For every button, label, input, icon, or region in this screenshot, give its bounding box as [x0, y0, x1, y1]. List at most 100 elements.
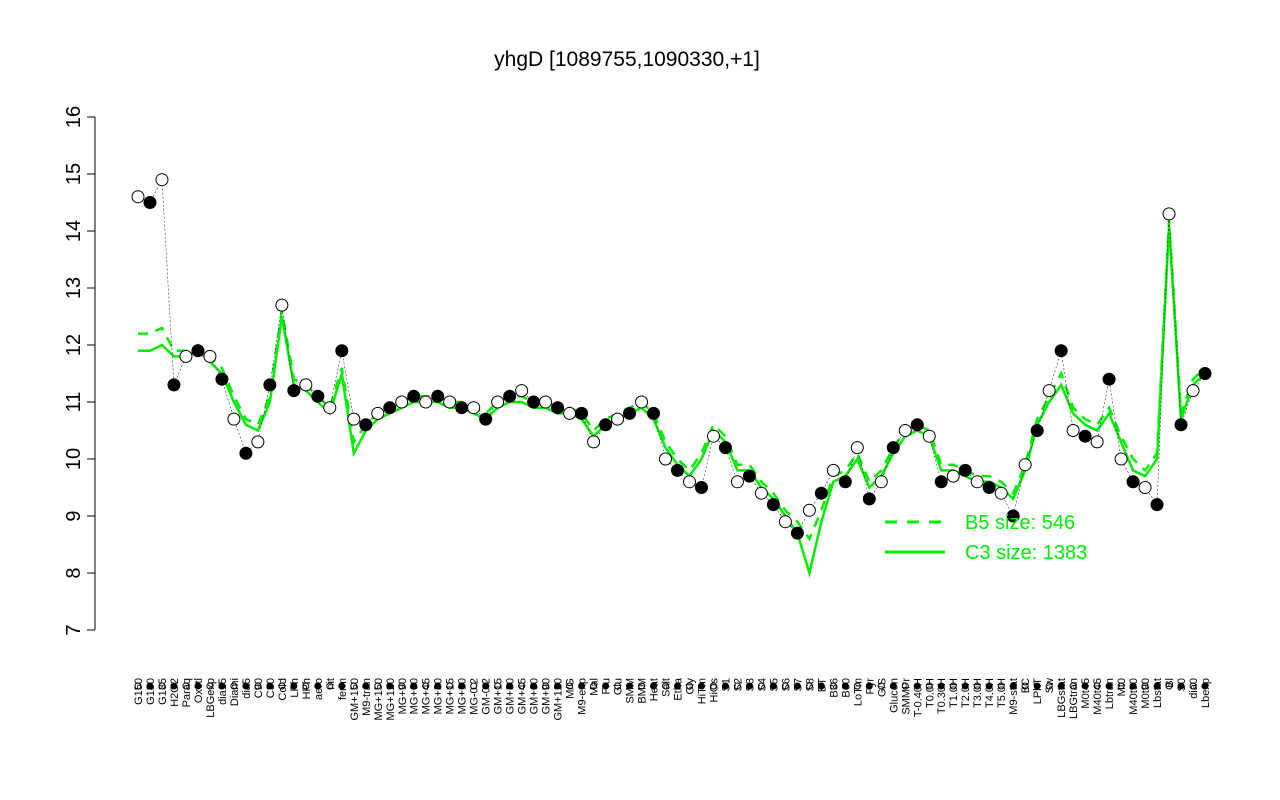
- point: [814, 486, 828, 500]
- x-marker: [362, 682, 370, 690]
- x-marker: [949, 682, 957, 690]
- x-marker: [1021, 682, 1029, 690]
- x-marker: [1105, 682, 1113, 690]
- x-marker: [1189, 682, 1197, 690]
- x-marker: [590, 682, 598, 690]
- y-tick-label: 12: [63, 334, 85, 356]
- x-tick-label: M9-exp: [577, 678, 589, 715]
- point: [515, 384, 529, 398]
- x-tick-label: GM+150: [349, 678, 361, 721]
- x-tick-label: G/S: [876, 678, 888, 697]
- x-marker: [1057, 682, 1065, 690]
- point: [1150, 498, 1164, 512]
- point: [239, 446, 253, 460]
- x-tick-label: T1.0H: [948, 678, 960, 708]
- x-tick-label: ferm: [337, 678, 349, 700]
- x-marker: [182, 682, 190, 690]
- x-marker: [757, 682, 765, 690]
- point: [898, 424, 912, 437]
- x-tick-label: MG+120: [385, 678, 397, 721]
- y-tick-label: 15: [63, 163, 85, 185]
- x-tick-label: T3.0H: [972, 678, 984, 708]
- point: [431, 389, 445, 403]
- x-tick-label: B36: [828, 678, 840, 698]
- x-marker: [925, 682, 933, 690]
- point: [718, 441, 732, 455]
- point: [443, 395, 457, 409]
- x-marker: [254, 682, 262, 690]
- point: [347, 412, 361, 426]
- x-marker: [841, 682, 849, 690]
- point: [910, 418, 924, 432]
- x-marker: [961, 682, 969, 690]
- point: [1042, 384, 1056, 398]
- x-tick-label: HiTm: [696, 678, 708, 704]
- point: [491, 395, 505, 409]
- point: [970, 475, 984, 489]
- x-tick-label: M/G: [565, 678, 577, 699]
- x-tick-label: M40t45: [1092, 678, 1104, 715]
- x-tick-label: LBGtran: [1068, 678, 1080, 719]
- x-marker: [518, 682, 526, 690]
- point: [802, 503, 816, 517]
- x-tick-label: Oxctl: [193, 678, 205, 703]
- x-marker: [1009, 682, 1017, 690]
- x-tick-label: Mal: [589, 678, 601, 696]
- x-marker: [134, 682, 142, 690]
- x-marker: [194, 682, 202, 690]
- legend-label: B5 size: 546: [965, 512, 1075, 534]
- x-marker: [338, 682, 346, 690]
- x-marker: [1129, 682, 1137, 690]
- x-tick-label: SMMPr: [900, 678, 912, 715]
- x-tick-label: S7: [792, 678, 804, 691]
- x-marker: [793, 682, 801, 690]
- point: [563, 406, 577, 420]
- point: [527, 395, 541, 409]
- x-tick-label: M0t90: [1140, 678, 1152, 709]
- x-tick-label: dia0: [1188, 678, 1200, 699]
- point: [694, 481, 708, 494]
- point: [359, 418, 373, 432]
- x-tick-label: G180: [145, 678, 157, 705]
- x-marker: [170, 682, 178, 690]
- x-tick-label: BC: [1020, 678, 1032, 693]
- x-tick-label: GM+15: [493, 678, 505, 714]
- x-tick-label: T0.0H: [924, 678, 936, 708]
- x-marker: [973, 682, 981, 690]
- x-marker: [638, 682, 646, 690]
- x-tick-label: S4: [756, 678, 768, 691]
- x-tick-label: Glu: [613, 678, 625, 695]
- x-marker: [1069, 682, 1077, 690]
- x-tick-label: Salt: [661, 678, 673, 697]
- x-marker: [530, 682, 538, 690]
- x-marker: [865, 682, 873, 690]
- x-marker: [889, 682, 897, 690]
- x-marker: [997, 682, 1005, 690]
- point: [179, 349, 193, 363]
- y-tick-label: 9: [63, 510, 85, 521]
- x-marker: [614, 682, 622, 690]
- x-marker: [853, 682, 861, 690]
- x-marker: [302, 682, 310, 690]
- point: [754, 486, 768, 500]
- point: [263, 378, 277, 392]
- point: [167, 378, 181, 392]
- x-marker: [326, 682, 334, 690]
- x-tick-label: S5: [768, 678, 780, 691]
- point: [635, 395, 649, 409]
- x-tick-label: aero: [313, 678, 325, 700]
- point: [143, 196, 157, 209]
- x-tick-label: G150: [133, 678, 145, 705]
- x-tick-label: M40t90: [1128, 678, 1140, 715]
- x-tick-label: Lbstat: [1152, 678, 1164, 708]
- x-marker: [482, 682, 490, 690]
- point: [1138, 481, 1152, 494]
- point: [503, 389, 517, 403]
- point: [551, 401, 565, 415]
- x-marker: [398, 682, 406, 690]
- point: [1174, 418, 1188, 432]
- point: [611, 412, 625, 426]
- x-tick-label: H2O2: [169, 678, 181, 707]
- x-marker: [1177, 682, 1185, 690]
- x-tick-label: T2.0H: [960, 678, 972, 708]
